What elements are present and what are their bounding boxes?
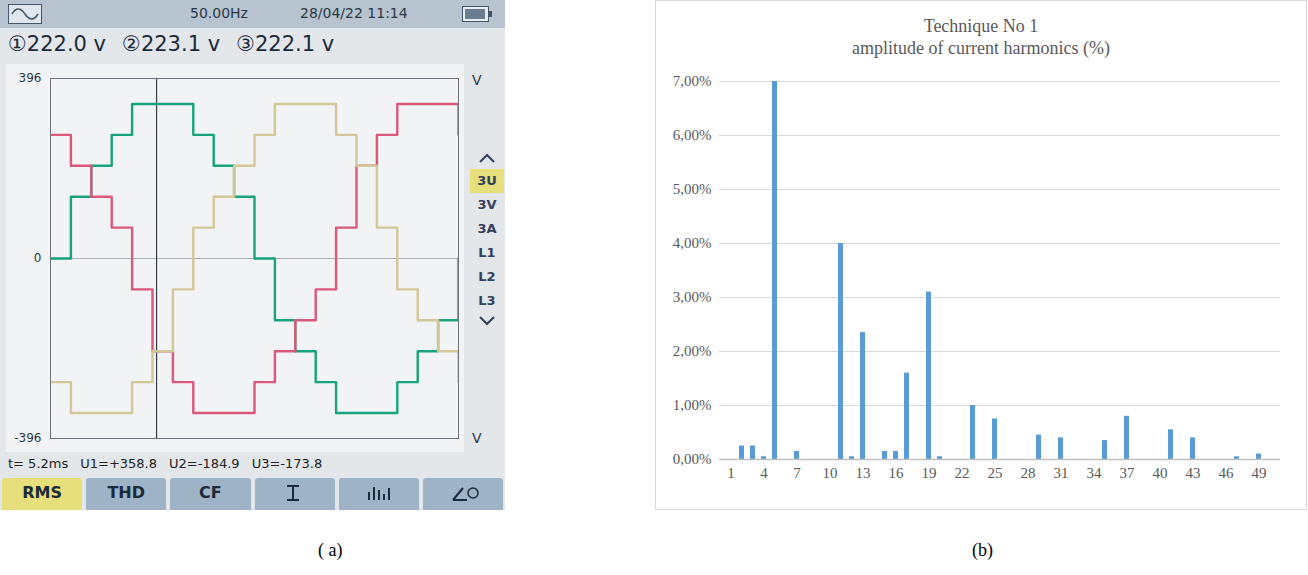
svg-text:396: 396	[19, 71, 42, 85]
svg-text:-396: -396	[14, 431, 41, 445]
html-text:L3: L3	[478, 293, 496, 308]
html-text:(b): (b)	[972, 540, 993, 560]
svg-text:10: 10	[823, 465, 838, 481]
svg-text:22: 22	[955, 465, 970, 481]
html-text:U3=-173.8: U3=-173.8	[251, 456, 323, 471]
svg-text:13: 13	[856, 465, 871, 481]
html-text:V: V	[472, 430, 482, 446]
html-text:3U: 3U	[477, 173, 497, 188]
html-text:( a): ( a)	[318, 540, 343, 560]
html-text:50.00Hz: 50.00Hz	[190, 5, 248, 21]
svg-text:28: 28	[1021, 465, 1036, 481]
html-text:amplitude of current harmonics: amplitude of current harmonics (%)	[852, 38, 1110, 58]
svg-text:7,00%: 7,00%	[673, 73, 712, 89]
html-text:Technique No 1: Technique No 1	[923, 16, 1039, 36]
svg-text:1,00%: 1,00%	[673, 397, 712, 413]
svg-text:6,00%: 6,00%	[673, 127, 712, 143]
html-text:CF: CF	[199, 483, 222, 502]
html-text:①222.0 v: ①222.0 v	[8, 32, 107, 56]
svg-text:40: 40	[1153, 465, 1168, 481]
html-text:RMS: RMS	[22, 483, 62, 502]
html-text:28/04/22 11:14: 28/04/22 11:14	[300, 5, 408, 21]
svg-text:2,00%: 2,00%	[673, 343, 712, 359]
html-text:t= 5.2ms: t= 5.2ms	[8, 456, 69, 471]
html-text:U1=+358.8: U1=+358.8	[80, 456, 157, 471]
html-text:L1: L1	[478, 245, 496, 260]
svg-text:0,00%: 0,00%	[673, 451, 712, 467]
svg-text:43: 43	[1186, 465, 1201, 481]
svg-text:16: 16	[889, 465, 905, 481]
svg-text:49: 49	[1252, 465, 1267, 481]
svg-text:5,00%: 5,00%	[673, 181, 712, 197]
html-text:V: V	[472, 72, 482, 88]
html-text:3V: 3V	[477, 197, 497, 212]
svg-text:4,00%: 4,00%	[673, 235, 712, 251]
svg-text:46: 46	[1219, 465, 1235, 481]
html-text:③222.1 v: ③222.1 v	[236, 32, 335, 56]
html-text:3A: 3A	[477, 221, 497, 236]
svg-text:31: 31	[1054, 465, 1069, 481]
svg-text:19: 19	[922, 465, 937, 481]
svg-text:7: 7	[793, 465, 801, 481]
html-text:②223.1 v: ②223.1 v	[122, 32, 221, 56]
html-text:THD: THD	[107, 483, 145, 502]
svg-text:25: 25	[988, 465, 1003, 481]
svg-text:37: 37	[1120, 465, 1136, 481]
svg-text:3,00%: 3,00%	[673, 289, 712, 305]
svg-text:34: 34	[1087, 465, 1103, 481]
svg-text:4: 4	[760, 465, 768, 481]
html-text:U2=-184.9: U2=-184.9	[169, 456, 240, 471]
svg-text:0: 0	[34, 251, 42, 265]
html-text:L2: L2	[478, 269, 496, 284]
svg-text:1: 1	[727, 465, 735, 481]
